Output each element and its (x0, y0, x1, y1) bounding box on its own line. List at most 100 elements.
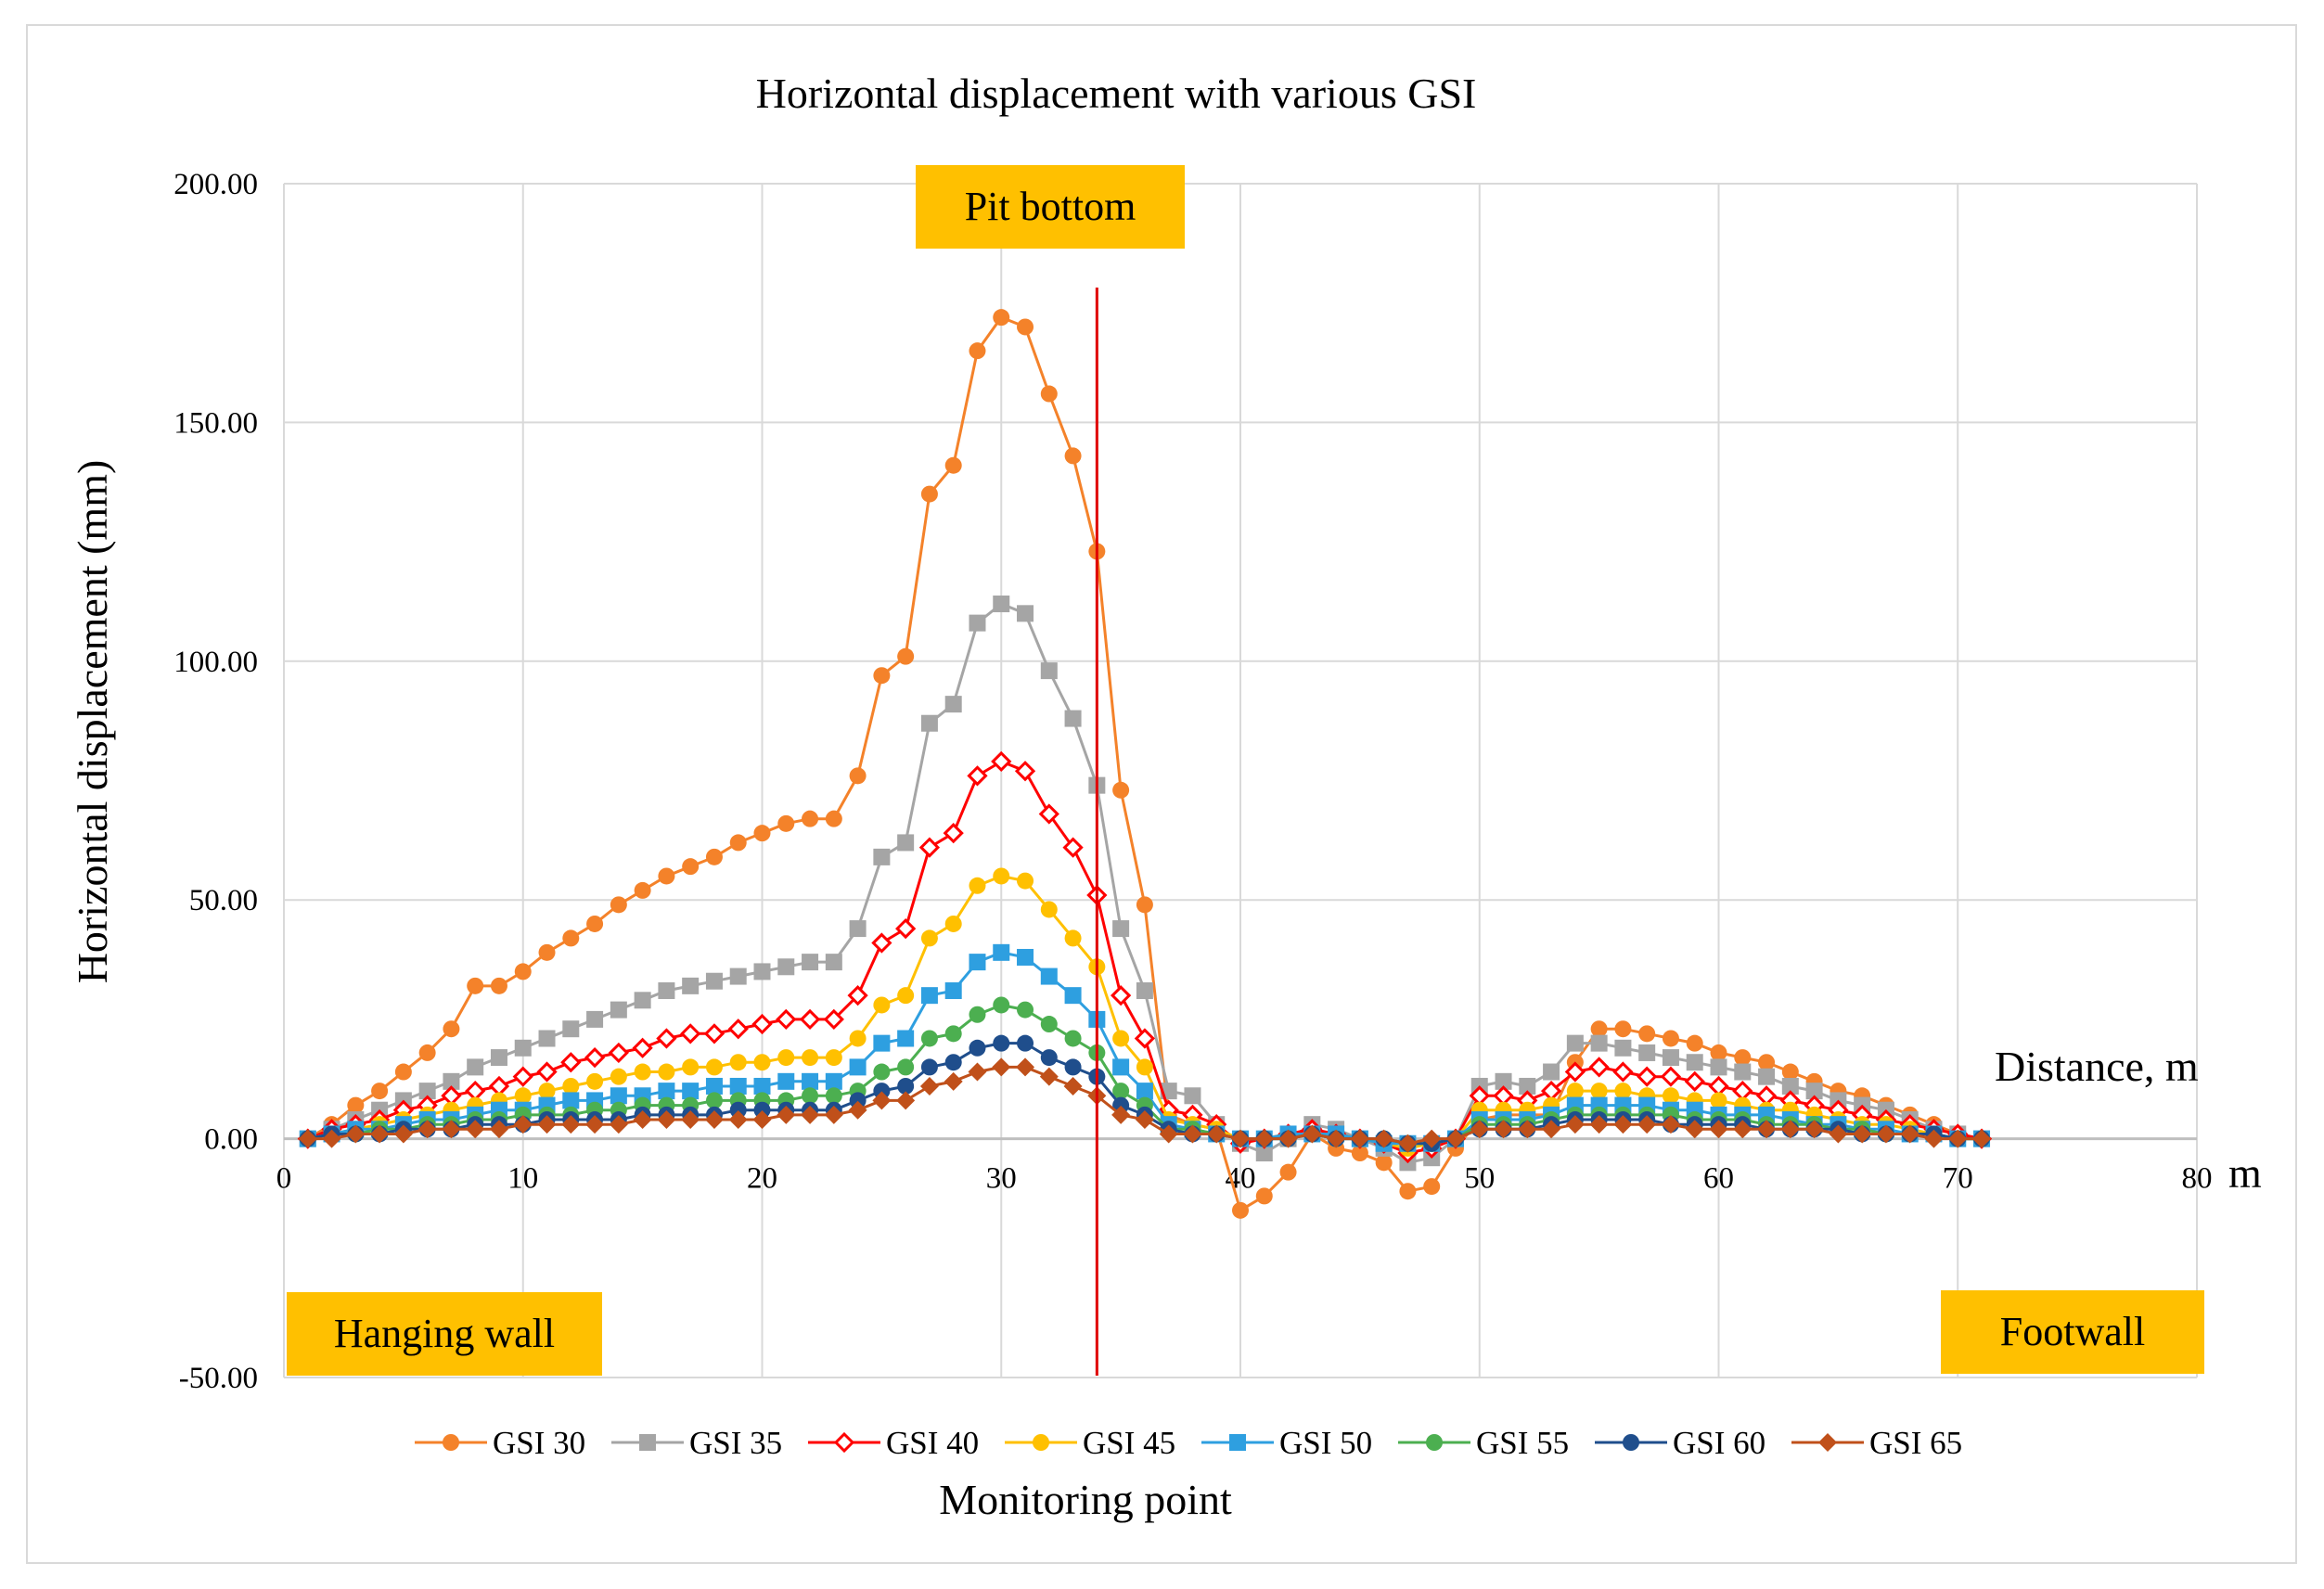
data-point (1255, 1145, 1273, 1162)
data-point (944, 1025, 962, 1043)
data-point (513, 1115, 533, 1134)
data-point (849, 1030, 867, 1047)
data-point (562, 1020, 580, 1038)
x-unit-label: m (2228, 1149, 2262, 1197)
data-point (897, 1077, 915, 1095)
data-point (802, 1087, 819, 1105)
data-point (897, 1058, 915, 1076)
data-point (1637, 1115, 1657, 1134)
data-point (512, 1066, 533, 1087)
data-point (1255, 1187, 1273, 1205)
legend-label: GSI 65 (1869, 1425, 1962, 1461)
data-point (1111, 1105, 1131, 1124)
data-point (418, 1044, 436, 1061)
data-point (1566, 1083, 1584, 1100)
legend-label: GSI 55 (1476, 1425, 1569, 1461)
data-point (1350, 1129, 1369, 1148)
data-point (586, 1010, 604, 1028)
data-point (1757, 1120, 1777, 1139)
legend-item: GSI 45 (1005, 1425, 1175, 1461)
data-point (873, 667, 891, 685)
data-point (1660, 1066, 1682, 1087)
data-point (466, 1120, 485, 1139)
data-point (1637, 1066, 1658, 1087)
data-point (1614, 1039, 1632, 1057)
data-point (1254, 1129, 1274, 1148)
pit-bottom-box (916, 165, 1185, 249)
data-point (490, 1049, 507, 1067)
data-point (562, 929, 580, 947)
data-point (1612, 1061, 1634, 1083)
data-point (1614, 1020, 1632, 1038)
x-tick-label: 30 (986, 1162, 1017, 1196)
data-point (1710, 1092, 1727, 1109)
tick-labels: 200.00 150.00 100.00 50.00 0.00 -50.00 0 10 20 30… (173, 168, 2212, 1395)
data-point (1709, 1120, 1728, 1139)
y-tick-label: 100.00 (173, 646, 258, 679)
data-point (1470, 1120, 1489, 1139)
data-point (944, 456, 962, 474)
data-point (1207, 1124, 1226, 1144)
data-point (777, 1105, 796, 1124)
footwall-box (1941, 1290, 2204, 1374)
data-point (825, 1087, 842, 1105)
data-point (1588, 1057, 1610, 1078)
data-point (609, 1115, 628, 1134)
data-point (634, 992, 651, 1009)
legend-item: GSI 50 (1201, 1425, 1372, 1461)
data-point (1112, 1083, 1130, 1100)
x-tick-label: 60 (1703, 1162, 1734, 1196)
data-point (993, 309, 1010, 327)
data-point (729, 1077, 747, 1095)
data-point (1351, 1145, 1368, 1162)
data-point (776, 1008, 797, 1031)
data-point (608, 1042, 629, 1064)
x-tick-label: 0 (276, 1162, 292, 1196)
data-point (1638, 1025, 1656, 1043)
data-point (1040, 385, 1058, 403)
data-point (371, 1083, 389, 1100)
data-point (1493, 1085, 1514, 1107)
data-point (1494, 1120, 1513, 1139)
data-point (897, 647, 915, 665)
data-point (847, 985, 868, 1006)
data-point (562, 1092, 580, 1109)
data-point (1590, 1034, 1608, 1052)
data-point (417, 1120, 437, 1139)
data-point (873, 1034, 891, 1052)
data-point (298, 1129, 317, 1148)
data-point (1518, 1120, 1537, 1139)
data-point (873, 1063, 891, 1081)
data-point (1590, 1083, 1608, 1100)
data-point (920, 987, 938, 1005)
legend-label: GSI 60 (1673, 1425, 1765, 1461)
data-point (993, 996, 1010, 1014)
data-point (1327, 1129, 1346, 1148)
data-point (467, 977, 484, 994)
data-point (1136, 1083, 1153, 1100)
data-point (992, 1057, 1011, 1077)
data-point (1063, 1076, 1083, 1096)
data-point (1399, 1183, 1417, 1200)
data-point (682, 977, 700, 994)
data-point (1064, 929, 1082, 947)
data-point (1519, 1077, 1536, 1095)
legend-item: GSI 60 (1595, 1425, 1765, 1461)
series-line (307, 602, 1983, 1164)
data-point (1278, 1129, 1298, 1148)
data-point (991, 750, 1012, 773)
hanging-wall-label: Hanging wall (334, 1311, 555, 1356)
data-point (1685, 1120, 1704, 1139)
data-point (537, 1115, 557, 1134)
data-point (1542, 1120, 1561, 1139)
data-point (1183, 1124, 1202, 1144)
data-point (729, 967, 747, 985)
data-point (849, 767, 867, 785)
distance-label: Distance, m (1995, 1043, 2199, 1090)
data-point (1565, 1115, 1585, 1134)
data-point (751, 1013, 773, 1035)
data-point (918, 837, 941, 858)
data-point (681, 1110, 700, 1130)
data-point (777, 814, 795, 832)
